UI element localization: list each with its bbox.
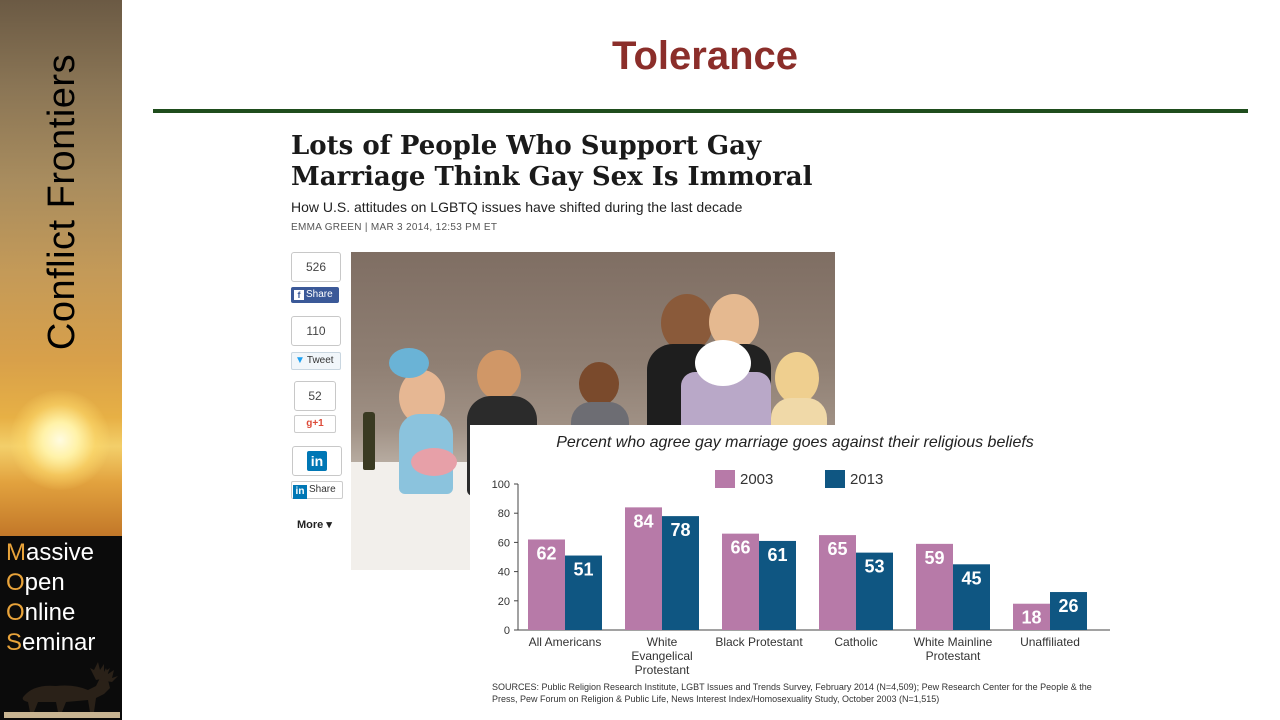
linkedin-icon: in [307,451,327,471]
mooc-initial: M [6,539,26,566]
article-byline: EMMA GREEN | MAR 3 2014, 12:53 PM ET [291,222,498,233]
x-tick-label: White Mainline [914,635,993,649]
article-headline: Lots of People Who Support Gay Marriage … [291,131,851,193]
tweet-label: Tweet [306,355,334,366]
bar-value-label: 45 [961,568,981,588]
sunset-image [10,390,110,490]
gplus-count: 52 [294,381,336,411]
mooc-line: Online [6,598,75,628]
x-tick-label: Protestant [635,663,690,677]
bar-value-label: 59 [924,548,944,568]
mooc-line: Seminar [6,628,95,658]
y-tick-label: 0 [504,625,510,637]
bar [528,539,565,630]
page-title: Tolerance [612,34,798,78]
bar-value-label: 18 [1021,608,1041,628]
linkedin-share-label: Share [309,484,336,495]
facebook-share-button[interactable]: f Share [291,287,339,303]
moose-icon [4,662,120,718]
mooc-initial: S [6,629,23,656]
more-share-button[interactable]: More ▾ [297,519,332,531]
bar-chart: 0 20 40 60 80 100 2003 2013 62 51 All Americans 84 7… [492,470,1110,677]
brand-title: Conflict Frontiers [41,53,83,351]
bar [953,564,990,630]
bar-value-label: 61 [767,545,787,565]
x-tick-label: Unaffiliated [1020,635,1080,649]
x-tick-label: Black Protestant [715,635,803,649]
y-tick-label: 60 [498,537,510,549]
bar [819,535,856,630]
legend-label: 2013 [850,471,883,488]
mooc-initial: O [6,599,25,626]
bar-value-label: 53 [864,557,884,577]
bar [662,516,699,630]
y-tick-label: 80 [498,508,510,520]
mooc-initial: O [6,569,25,596]
article-subhead: How U.S. attitudes on LGBTQ issues have … [291,199,743,215]
bar [856,552,893,630]
bar-value-label: 78 [670,520,690,540]
legend-swatch [825,470,845,488]
twitter-count: 110 [291,316,341,346]
mooc-line: Open [6,568,65,598]
facebook-icon: f [294,290,304,300]
headline-line: Lots of People Who Support Gay [291,131,762,161]
facebook-share-label: Share [306,289,333,300]
x-tick-label: Evangelical [631,649,692,663]
title-divider [153,109,1248,113]
mooc-word: eminar [22,629,96,656]
gplus-button[interactable]: g+1 [294,415,336,433]
mooc-word: assive [26,539,95,566]
linkedin-share-button[interactable]: in Share [291,481,343,499]
bar-value-label: 65 [827,539,847,559]
x-tick-label: All Americans [529,635,602,649]
linkedin-count-box[interactable]: in [292,446,342,476]
x-tick-label: Catholic [834,635,877,649]
mooc-line: Massive [6,538,94,568]
y-tick-label: 100 [492,479,510,491]
mooc-word: pen [24,569,65,596]
headline-line: Marriage Think Gay Sex Is Immoral [291,162,813,192]
bar [565,555,602,630]
bar-value-label: 26 [1058,596,1078,616]
bar [722,533,759,630]
bar-value-label: 51 [573,560,593,580]
bar [916,543,953,630]
bar-value-label: 84 [633,511,653,531]
bar-value-label: 62 [536,543,556,563]
y-tick-label: 20 [498,596,510,608]
legend-label: 2003 [740,471,773,488]
linkedin-small-icon: in [293,485,307,499]
twitter-bird-icon: ▼ [295,355,305,366]
chart-sources: SOURCES: Public Religion Research Instit… [492,682,1092,704]
facebook-count: 526 [291,252,341,282]
bar [1013,603,1050,630]
bar [625,507,662,630]
tweet-button[interactable]: ▼ Tweet [291,352,341,370]
legend-swatch [715,470,735,488]
bar-value-label: 66 [730,538,750,558]
x-tick-label: White [647,635,678,649]
bar [1050,592,1087,630]
chart-title: Percent who agree gay marriage goes agai… [556,434,1034,451]
bar [759,540,796,630]
y-tick-label: 40 [498,567,510,579]
mooc-word: nline [24,599,76,626]
x-tick-label: Protestant [926,649,981,663]
sidebar: Conflict Frontiers Massive Open Online S… [0,0,122,720]
